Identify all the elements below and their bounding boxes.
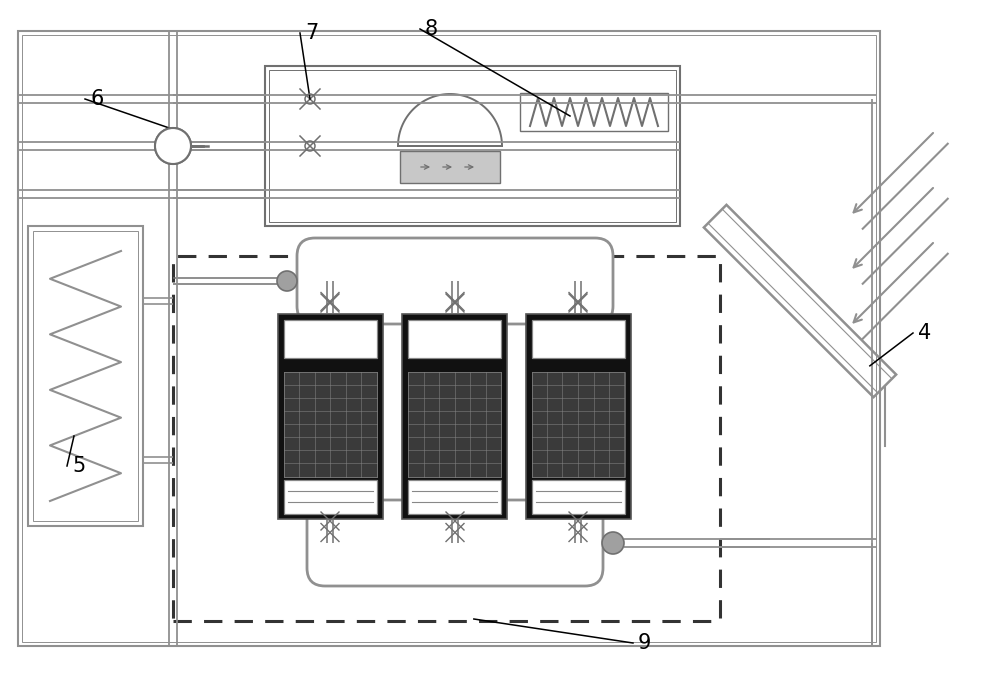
Bar <box>408 319 501 358</box>
Circle shape <box>155 128 191 164</box>
Text: 4: 4 <box>918 323 931 343</box>
Bar <box>520 93 668 131</box>
Text: 8: 8 <box>425 19 438 39</box>
Bar <box>173 256 720 621</box>
Bar <box>284 479 376 513</box>
Text: 9: 9 <box>638 633 651 653</box>
Text: 6: 6 <box>90 89 103 109</box>
Bar <box>269 70 676 222</box>
Bar <box>22 35 876 642</box>
Bar <box>18 31 880 646</box>
Circle shape <box>602 532 624 554</box>
Bar <box>265 66 680 226</box>
Bar <box>28 226 143 526</box>
Bar <box>278 313 382 518</box>
FancyBboxPatch shape <box>297 238 613 324</box>
Bar <box>532 372 624 477</box>
Bar <box>284 372 376 477</box>
Bar <box>402 313 507 518</box>
Bar <box>526 313 631 518</box>
Text: 7: 7 <box>305 23 318 43</box>
Circle shape <box>155 128 191 164</box>
Bar <box>532 479 624 513</box>
Bar <box>400 151 500 183</box>
Bar <box>408 479 501 513</box>
Circle shape <box>277 271 297 291</box>
FancyBboxPatch shape <box>307 500 603 586</box>
Text: 5: 5 <box>72 456 85 476</box>
Bar <box>33 231 138 521</box>
Bar <box>284 319 376 358</box>
Bar <box>408 372 501 477</box>
Bar <box>532 319 624 358</box>
